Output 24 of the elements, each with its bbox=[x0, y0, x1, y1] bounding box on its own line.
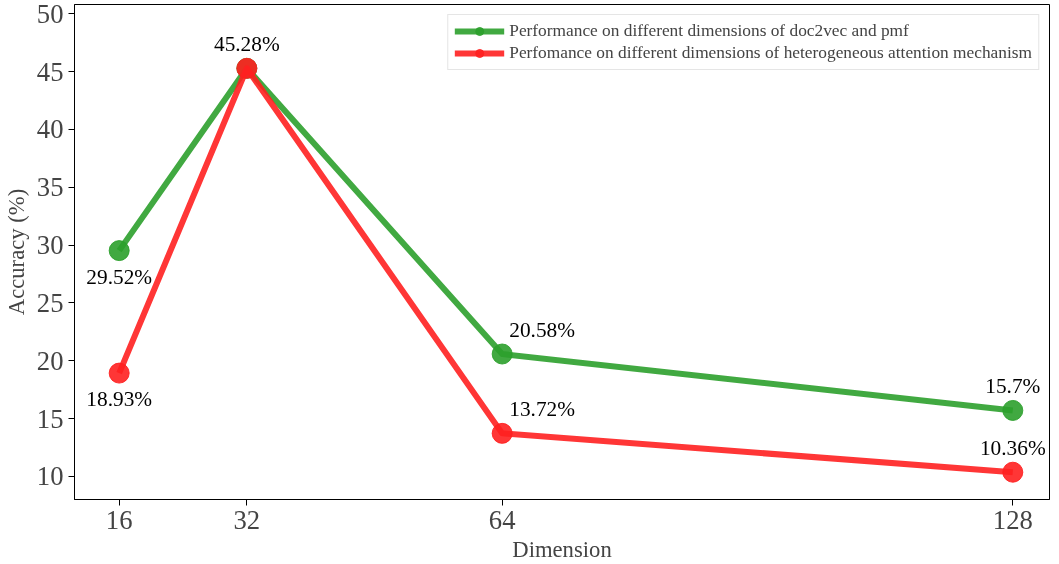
y-tick-label: 10 bbox=[36, 461, 64, 492]
y-tick-label: 30 bbox=[36, 230, 64, 261]
data-label: 20.58% bbox=[509, 318, 576, 343]
data-label: 18.93% bbox=[86, 387, 153, 412]
y-tick-label: 45 bbox=[36, 56, 64, 87]
data-label: 10.36% bbox=[979, 436, 1046, 461]
x-tick-label: 128 bbox=[992, 504, 1033, 535]
x-tick-label: 32 bbox=[233, 504, 261, 535]
y-tick-label: 35 bbox=[36, 172, 64, 203]
data-label: 45.28% bbox=[213, 32, 280, 57]
y-tick-label: 25 bbox=[36, 287, 64, 318]
y-tick-label: 15 bbox=[36, 403, 64, 434]
y-tick-label: 50 bbox=[36, 0, 64, 29]
data-label: 29.52% bbox=[86, 264, 153, 289]
y-tick-label: 40 bbox=[36, 114, 64, 145]
y-axis-title: Accuracy (%) bbox=[3, 188, 29, 316]
x-tick-label: 16 bbox=[105, 504, 133, 535]
legend-label: Perfomance on different dimensions of heterogeneous attention mechanism bbox=[509, 43, 1032, 63]
data-label: 13.72% bbox=[509, 397, 576, 422]
data-label: 15.7% bbox=[985, 374, 1041, 399]
x-tick-label: 64 bbox=[488, 504, 516, 535]
legend-label: Performance on different dimensions of doc2vec and pmf bbox=[509, 21, 909, 41]
y-tick-label: 20 bbox=[36, 345, 64, 376]
x-axis-title: Dimension bbox=[512, 536, 612, 562]
